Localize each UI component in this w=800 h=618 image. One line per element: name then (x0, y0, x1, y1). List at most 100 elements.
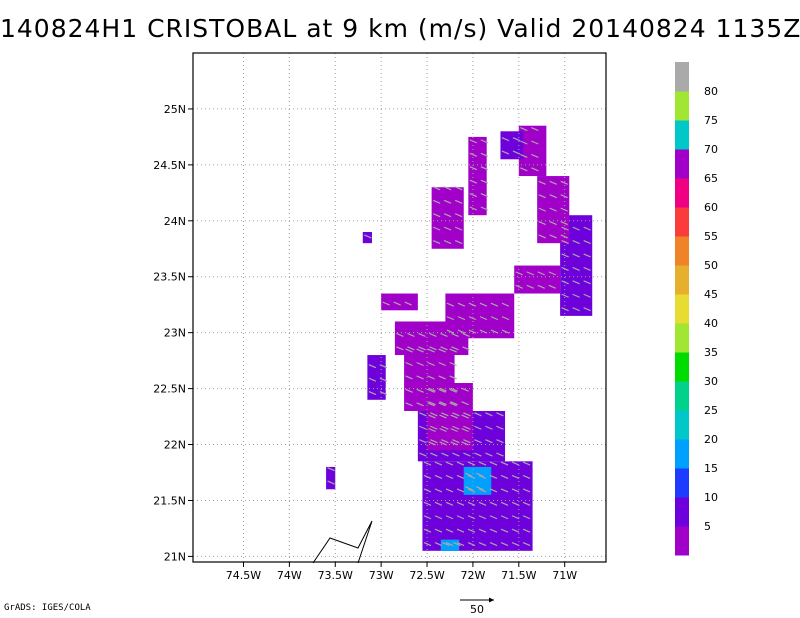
wind-vector (438, 361, 446, 367)
wind-vector (515, 284, 523, 289)
wind-vector (428, 387, 436, 392)
wind-vector (418, 346, 426, 351)
wind-vector (511, 515, 520, 520)
wind-vector (511, 501, 520, 506)
wind-vector (501, 316, 510, 321)
wind-vector (501, 302, 510, 307)
wind-vector (461, 387, 469, 392)
wind-vector (485, 412, 493, 417)
wind-vector (467, 461, 476, 466)
wind-vector (405, 388, 413, 393)
wind-vector (561, 226, 569, 231)
wind-vector (496, 425, 504, 430)
wind-vector (443, 213, 452, 218)
wind-vector (423, 501, 432, 506)
wind-vector (364, 234, 372, 239)
wind-vector (478, 501, 487, 506)
wind-vector (451, 346, 459, 351)
wind-vector (453, 542, 461, 547)
wind-vector (438, 388, 446, 393)
wind-vector (454, 226, 463, 231)
colorbar-segment (675, 120, 689, 150)
colorbar-segment (675, 526, 689, 556)
wind-vector (463, 412, 471, 417)
wind-vector (561, 293, 569, 298)
wind-vector (468, 316, 477, 321)
wind-vector (443, 226, 452, 231)
y-tick-label: 23.5N (153, 271, 186, 284)
wind-vector (496, 412, 504, 417)
wind-vector (446, 329, 455, 334)
wind-vector (526, 284, 534, 289)
wind-vector (379, 391, 388, 396)
wind-vector (474, 439, 482, 444)
wind-vector (461, 401, 469, 406)
wind-vector (445, 461, 454, 466)
wind-vector (549, 234, 557, 239)
wind-vector (368, 391, 377, 396)
wind-vector (522, 461, 531, 466)
y-tick-label: 24.5N (153, 159, 186, 172)
wind-vectors (327, 127, 591, 547)
wind-vector (429, 332, 437, 337)
wind-vector (520, 127, 528, 132)
wind-vector (474, 452, 482, 457)
wind-vector (452, 452, 460, 457)
colorbar-segment (675, 294, 689, 324)
wind-vector (416, 375, 424, 380)
wind-vector (434, 515, 443, 520)
wind-vector (405, 402, 413, 407)
wind-vector (396, 332, 404, 337)
wind-vector (439, 427, 447, 433)
wind-vector (445, 474, 454, 480)
wind-vector (478, 528, 487, 533)
wind-vector (560, 207, 568, 212)
wind-vector (449, 375, 457, 380)
x-tick-label: 72W (460, 569, 485, 582)
wind-vector (501, 329, 510, 334)
wind-vector (382, 301, 390, 306)
wind-vector (419, 452, 427, 457)
wind-vector (379, 377, 388, 382)
wind-vector (520, 153, 528, 158)
wind-vector (441, 452, 449, 457)
wind-vector (479, 329, 488, 334)
wind-vector (432, 186, 441, 191)
wind-vector (450, 387, 458, 392)
wind-vector (427, 388, 435, 393)
x-axis-ticks: 74.5W 74W 73.5W 73W 72.5W 72W 71.5W 71W (226, 562, 577, 582)
wind-vector (478, 542, 487, 547)
wind-vector (489, 474, 498, 480)
wind-vector (480, 193, 489, 198)
wind-region-1 (463, 466, 492, 495)
wind-vector (445, 488, 454, 493)
wind-vector (457, 329, 466, 334)
wind-vector (469, 206, 478, 211)
wind-vector (468, 302, 477, 307)
wind-vector (449, 388, 457, 393)
wind-vector (443, 186, 452, 191)
wind-vector (405, 375, 413, 380)
wind-vector (456, 488, 465, 493)
x-tick-label: 71.5W (501, 569, 536, 582)
wind-vector (445, 501, 454, 506)
colorbar-segment (675, 468, 689, 498)
wind-region-16 (431, 187, 464, 249)
wind-vector (454, 213, 463, 218)
wind-vector (432, 213, 441, 218)
wind-vector (522, 542, 531, 547)
wind-vector (511, 488, 520, 493)
wind-vector (456, 542, 465, 547)
wind-vector (583, 293, 591, 298)
wind-vector (467, 501, 476, 506)
colorbar-label: 50 (704, 259, 718, 272)
wind-vector (407, 346, 415, 351)
wind-vector (449, 402, 457, 407)
wind-vector (549, 207, 557, 212)
wind-vector (368, 377, 377, 382)
wind-vector (515, 271, 523, 276)
wind-vector (434, 528, 443, 533)
wind-vector (428, 441, 436, 446)
wind-vector (467, 474, 476, 480)
